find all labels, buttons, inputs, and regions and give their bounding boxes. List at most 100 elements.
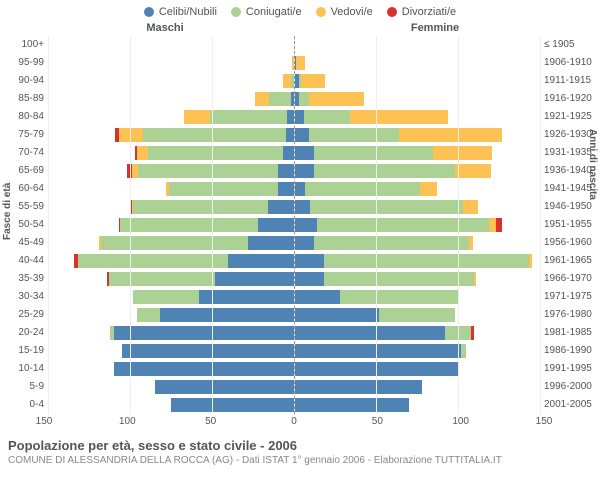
plot-area (48, 36, 540, 414)
gridline (540, 36, 541, 414)
seg-coniugati (78, 254, 229, 268)
bar-male (48, 308, 294, 322)
xaxis-ticks: 15010050050100150 (44, 416, 544, 430)
seg-coniugati (143, 128, 286, 142)
age-tick: 35-39 (4, 270, 44, 288)
seg-celibi (278, 182, 294, 196)
seg-celibi (294, 164, 314, 178)
seg-coniugati (120, 218, 258, 232)
seg-coniugati (379, 308, 454, 322)
seg-vedovi (283, 74, 291, 88)
seg-celibi (122, 344, 294, 358)
birth-tick: 1951-1955 (544, 216, 596, 234)
seg-vedovi (433, 146, 492, 160)
seg-coniugati (138, 164, 277, 178)
birth-tick: 1996-2000 (544, 378, 596, 396)
seg-coniugati (133, 200, 267, 214)
bar-male (48, 182, 294, 196)
seg-coniugati (314, 164, 455, 178)
age-tick: 25-29 (4, 306, 44, 324)
age-tick: 10-14 (4, 360, 44, 378)
seg-celibi (294, 254, 324, 268)
yaxis-right-title: Anni di nascita (587, 129, 598, 200)
age-tick: 85-89 (4, 90, 44, 108)
seg-vedovi (455, 164, 491, 178)
yaxis-right: ≤ 19051906-19101911-19151916-19201921-19… (540, 36, 596, 414)
seg-coniugati (101, 236, 249, 250)
bar-female (294, 326, 540, 340)
seg-coniugati (169, 182, 277, 196)
legend-swatch (231, 7, 241, 17)
seg-vedovi (399, 128, 502, 142)
legend-item: Divorziati/e (387, 6, 456, 18)
birth-tick: 1971-1975 (544, 288, 596, 306)
seg-celibi (155, 380, 294, 394)
bar-female (294, 344, 540, 358)
label-femmine: Femmine (300, 22, 600, 34)
seg-celibi (215, 272, 294, 286)
legend: Celibi/Nubili Coniugati/e Vedovi/e Divorzia… (0, 0, 600, 18)
seg-vedovi (296, 56, 306, 70)
bar-female (294, 74, 540, 88)
seg-vedovi (420, 182, 436, 196)
seg-coniugati (310, 200, 463, 214)
seg-celibi (283, 146, 294, 160)
birth-tick: 1976-1980 (544, 306, 596, 324)
birth-tick: 1956-1960 (544, 234, 596, 252)
seg-celibi (294, 272, 324, 286)
legend-swatch (387, 7, 397, 17)
chart-title: Popolazione per età, sesso e stato civil… (8, 438, 592, 453)
age-tick: 100+ (4, 36, 44, 54)
age-tick: 5-9 (4, 378, 44, 396)
seg-celibi (294, 344, 461, 358)
footer: Popolazione per età, sesso e stato civil… (0, 432, 600, 466)
seg-celibi (294, 146, 314, 160)
seg-divorziati (471, 326, 474, 340)
seg-celibi (286, 128, 294, 142)
seg-celibi (278, 164, 294, 178)
bar-male (48, 398, 294, 412)
bar-female (294, 92, 540, 106)
bar-female (294, 56, 540, 70)
seg-divorziati (496, 218, 503, 232)
seg-vedovi (137, 146, 148, 160)
legend-item: Coniugati/e (231, 6, 302, 18)
seg-celibi (294, 236, 314, 250)
seg-coniugati (317, 218, 489, 232)
seg-celibi (268, 200, 294, 214)
seg-vedovi (474, 272, 476, 286)
bar-female (294, 200, 540, 214)
seg-coniugati (314, 236, 470, 250)
seg-celibi (171, 398, 294, 412)
bar-male (48, 200, 294, 214)
seg-vedovi (350, 110, 448, 124)
age-tick: 65-69 (4, 162, 44, 180)
bar-male (48, 92, 294, 106)
legend-label: Celibi/Nubili (159, 6, 217, 18)
bar-male (48, 38, 294, 52)
age-tick: 30-34 (4, 288, 44, 306)
seg-vedovi (309, 92, 365, 106)
seg-celibi (294, 218, 317, 232)
legend-item: Celibi/Nubili (144, 6, 217, 18)
bar-female (294, 398, 540, 412)
xaxis-tick: 100 (119, 416, 136, 427)
seg-celibi (228, 254, 294, 268)
legend-label: Vedovi/e (331, 6, 373, 18)
bar-female (294, 272, 540, 286)
seg-coniugati (304, 110, 350, 124)
seg-coniugati (299, 92, 309, 106)
bar-female (294, 128, 540, 142)
birth-tick: 1991-1995 (544, 360, 596, 378)
seg-coniugati (324, 272, 475, 286)
bar-female (294, 38, 540, 52)
seg-coniugati (305, 182, 420, 196)
birth-tick: 1921-1925 (544, 108, 596, 126)
bar-female (294, 236, 540, 250)
seg-celibi (294, 326, 445, 340)
age-tick: 95-99 (4, 54, 44, 72)
seg-vedovi (463, 200, 478, 214)
seg-celibi (294, 200, 310, 214)
age-tick: 40-44 (4, 252, 44, 270)
bar-male (48, 218, 294, 232)
